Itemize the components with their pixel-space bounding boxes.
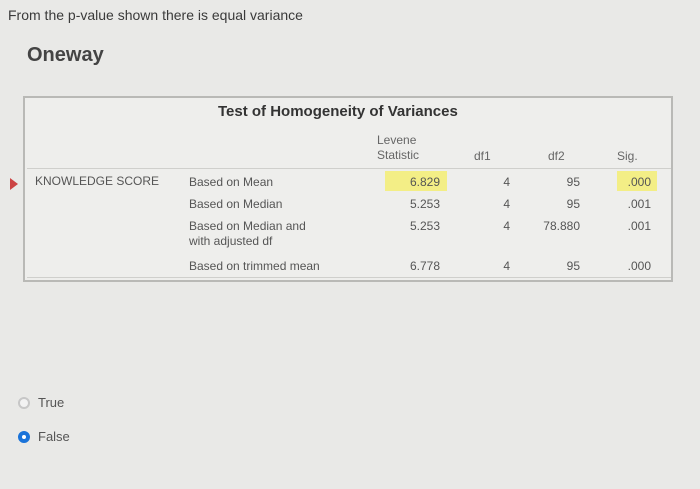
row-1-df1: 4 [503, 175, 510, 189]
option-true[interactable]: True [18, 395, 64, 410]
question-text: From the p-value shown there is equal va… [8, 7, 303, 23]
row-1-levene: 6.829 [409, 175, 440, 189]
row-4-levene: 6.778 [409, 259, 440, 273]
row-2-levene: 5.253 [409, 197, 440, 211]
row-1-sig: .000 [627, 175, 651, 189]
row-4-df1: 4 [503, 259, 510, 273]
row-4-df2: 95 [566, 259, 580, 273]
header-df2: df2 [548, 149, 565, 163]
option-false-label: False [38, 429, 70, 444]
option-false[interactable]: False [18, 429, 70, 444]
row-3-sig: .001 [627, 219, 651, 233]
option-true-label: True [38, 395, 65, 410]
header-levene: Levene Statistic [377, 133, 420, 162]
row-4-sig: .000 [627, 259, 651, 273]
row-1-df2: 95 [566, 175, 580, 189]
table-title: Test of Homogeneity of Variances [218, 103, 458, 120]
row-4-label: Based on trimmed mean [189, 259, 320, 273]
row-1-label: Based on Mean [189, 175, 274, 189]
row-3-df2: 78.880 [543, 219, 580, 233]
homogeneity-table [23, 96, 673, 282]
row-3-df1: 4 [503, 219, 510, 233]
row-3-label: Based on Median and with adjusted df [189, 219, 306, 248]
radio-selected-icon[interactable] [18, 430, 30, 443]
highlight-sig [617, 171, 657, 191]
row-3-levene: 5.253 [409, 219, 440, 233]
header-sig: Sig. [617, 149, 638, 163]
row-2-df2: 95 [566, 197, 580, 211]
row-2-df1: 4 [503, 197, 510, 211]
row-2-sig: .001 [627, 197, 651, 211]
header-df1: df1 [474, 149, 491, 163]
radio-unselected-icon[interactable] [18, 396, 30, 409]
header-divider [27, 168, 671, 169]
highlight-levene [385, 171, 447, 191]
row-pointer-icon [10, 178, 18, 190]
row-2-label: Based on Median [189, 197, 283, 211]
bottom-divider [27, 277, 671, 278]
row-label: KNOWLEDGE SCORE [35, 174, 160, 188]
section-title: Oneway [27, 44, 104, 66]
